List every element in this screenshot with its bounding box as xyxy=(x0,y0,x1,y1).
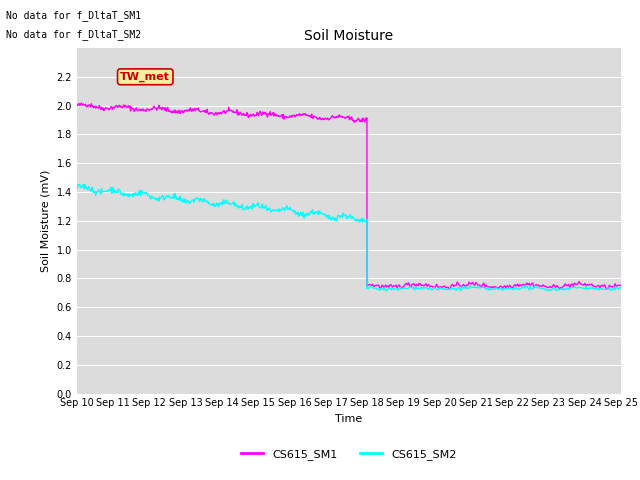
Text: TW_met: TW_met xyxy=(120,72,170,82)
CS615_SM1 xyxy=(488,284,496,289)
CS615_SM1 xyxy=(445,287,453,292)
CS615_SM1 xyxy=(119,105,127,110)
CS615_SM1 xyxy=(294,112,301,118)
CS615_SM1 xyxy=(77,100,85,106)
Text: No data for f_DltaT_SM2: No data for f_DltaT_SM2 xyxy=(6,29,141,40)
Legend: CS615_SM1, CS615_SM2: CS615_SM1, CS615_SM2 xyxy=(237,444,461,464)
Text: No data for f_DltaT_SM1: No data for f_DltaT_SM1 xyxy=(6,10,141,21)
CS615_SM2 xyxy=(307,209,314,215)
CS615_SM2 xyxy=(617,284,625,290)
CS615_SM2 xyxy=(73,186,81,192)
CS615_SM2 xyxy=(294,209,301,215)
Line: CS615_SM1: CS615_SM1 xyxy=(77,103,621,289)
CS615_SM2 xyxy=(405,285,413,291)
CS615_SM1 xyxy=(617,282,625,288)
CS615_SM1 xyxy=(85,102,93,108)
CS615_SM2 xyxy=(119,190,127,196)
CS615_SM2 xyxy=(488,286,496,292)
CS615_SM1 xyxy=(73,102,81,108)
X-axis label: Time: Time xyxy=(335,414,362,424)
CS615_SM2 xyxy=(81,181,88,187)
CS615_SM1 xyxy=(307,113,314,119)
CS615_SM1 xyxy=(405,280,413,286)
CS615_SM2 xyxy=(85,185,93,191)
Title: Soil Moisture: Soil Moisture xyxy=(304,29,394,43)
Y-axis label: Soil Moisture (mV): Soil Moisture (mV) xyxy=(41,169,51,272)
Line: CS615_SM2: CS615_SM2 xyxy=(77,184,621,291)
CS615_SM2 xyxy=(457,288,465,294)
